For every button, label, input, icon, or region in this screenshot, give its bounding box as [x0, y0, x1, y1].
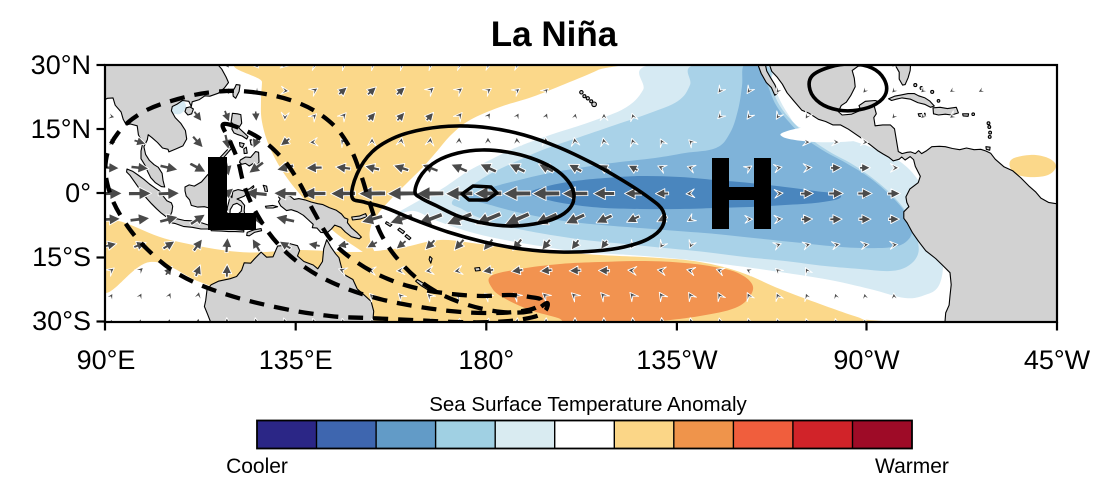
svg-text:15°S: 15°S: [32, 242, 91, 272]
svg-text:0°: 0°: [65, 178, 91, 208]
svg-text:Sea Surface Temperature Anomal: Sea Surface Temperature Anomaly: [429, 393, 747, 416]
svg-text:Cooler: Cooler: [226, 455, 288, 478]
svg-text:180°: 180°: [458, 345, 514, 375]
svg-text:90°W: 90°W: [833, 345, 900, 375]
svg-text:45°W: 45°W: [1024, 345, 1091, 375]
svg-text:Warmer: Warmer: [875, 455, 949, 478]
svg-text:30°N: 30°N: [31, 50, 91, 80]
svg-text:30°S: 30°S: [32, 306, 91, 336]
svg-text:La Niña: La Niña: [491, 15, 618, 54]
svg-text:135°E: 135°E: [259, 345, 333, 375]
svg-text:135°W: 135°W: [636, 345, 718, 375]
svg-text:15°N: 15°N: [31, 114, 91, 144]
svg-text:90°E: 90°E: [77, 345, 136, 375]
